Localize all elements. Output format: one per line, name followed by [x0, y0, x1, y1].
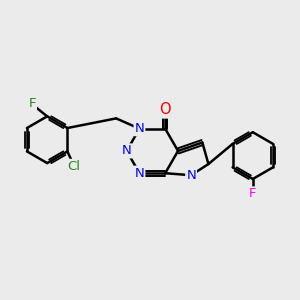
- Text: N: N: [122, 144, 131, 158]
- Text: O: O: [159, 103, 171, 118]
- Text: N: N: [135, 167, 144, 180]
- Text: F: F: [28, 97, 36, 110]
- Text: Cl: Cl: [68, 160, 80, 173]
- Text: N: N: [186, 169, 196, 182]
- Text: F: F: [249, 188, 256, 200]
- Text: N: N: [135, 122, 144, 135]
